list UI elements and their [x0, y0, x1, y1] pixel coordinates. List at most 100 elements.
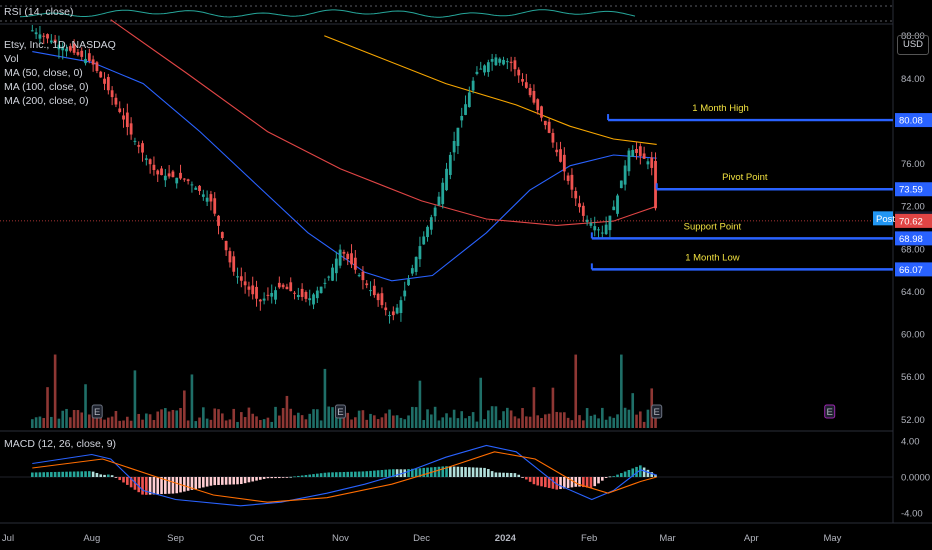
level-badge: [895, 113, 932, 128]
candle-body: [388, 315, 391, 317]
macd-histogram-bar: [540, 477, 543, 487]
earnings-marker-label: E: [654, 407, 660, 418]
volume-bar: [578, 415, 581, 428]
volume-bar: [285, 395, 289, 428]
volume-bar: [335, 409, 338, 428]
candle-body: [179, 172, 182, 179]
time-tick-label: Oct: [249, 533, 264, 544]
macd-histogram-bar: [547, 477, 551, 488]
candle-body: [334, 258, 338, 274]
macd-histogram-bar: [502, 472, 505, 477]
volume-bar: [395, 415, 399, 428]
volume-bar: [338, 416, 342, 428]
macd-tick-label: -4.00: [901, 509, 923, 520]
currency-button[interactable]: USD: [897, 35, 929, 55]
earnings-marker[interactable]: [651, 404, 663, 419]
candle-body: [361, 271, 365, 281]
candle-body: [376, 293, 380, 301]
volume-bar: [532, 387, 536, 428]
candle-body: [650, 157, 654, 168]
level-badge-text: 68.98: [899, 234, 923, 245]
last-price-badge: [895, 213, 932, 228]
volume-bar: [266, 417, 270, 428]
candle-body: [395, 307, 399, 314]
macd-histogram-bar: [483, 467, 486, 477]
volume-bar: [627, 409, 631, 428]
macd-histogram-bar: [471, 467, 475, 477]
candle-body: [619, 180, 623, 189]
macd-histogram-bar: [350, 471, 353, 477]
volume-bar: [388, 409, 391, 428]
volume-bar: [297, 412, 300, 428]
volume-bar: [171, 409, 175, 428]
volume-bar: [99, 418, 103, 428]
volume-bar: [517, 418, 521, 428]
macd-histogram-bar: [46, 472, 49, 477]
candle-body: [236, 276, 239, 278]
macd-histogram-bar: [395, 469, 399, 477]
earnings-marker[interactable]: [334, 404, 346, 419]
volume-bar: [346, 412, 350, 428]
volume-bar: [536, 415, 540, 428]
time-tick-label: Feb: [581, 533, 597, 544]
candle-body: [319, 286, 323, 294]
macd-histogram-bar: [544, 477, 547, 488]
volume-bar: [304, 419, 308, 428]
macd-histogram-bar: [160, 477, 163, 495]
macd-histogram-bar: [103, 474, 106, 477]
candle-body: [243, 281, 247, 286]
macd-histogram-bar: [418, 468, 422, 477]
volume-bar: [61, 410, 65, 428]
candle-body: [403, 290, 407, 297]
candle-body: [524, 82, 528, 88]
volume-bar: [107, 417, 110, 428]
volume-bar: [604, 419, 608, 428]
candle-body: [125, 112, 129, 128]
volume-bar: [639, 411, 642, 428]
candle-body: [410, 268, 414, 274]
volume-bar: [509, 410, 513, 428]
candle-body: [479, 68, 483, 70]
earnings-marker[interactable]: [824, 404, 836, 419]
candle-body: [148, 159, 152, 165]
macd-histogram-bar: [585, 477, 589, 488]
macd-histogram-bar: [319, 473, 323, 477]
volume-bar: [342, 416, 346, 428]
volume-bar: [72, 409, 76, 428]
earnings-marker-label: E: [94, 407, 100, 418]
candle-body: [217, 215, 220, 226]
volume-bar: [502, 411, 505, 428]
candle-body: [353, 257, 357, 270]
macd-histogram-bar: [312, 474, 315, 477]
earnings-marker-label: E: [337, 407, 343, 418]
candle-body: [262, 298, 266, 301]
macd-histogram-bar: [213, 477, 217, 486]
macd-histogram-bar: [183, 477, 186, 492]
macd-histogram-bar: [517, 474, 521, 477]
earnings-marker-label: E: [827, 407, 833, 418]
candle-body: [186, 179, 190, 182]
macd-histogram-bar: [209, 477, 213, 486]
volume-bar: [407, 415, 410, 428]
earnings-marker[interactable]: [91, 404, 103, 419]
candle-body: [270, 292, 274, 297]
macd-histogram-bar: [388, 469, 391, 477]
macd-histogram-bar: [202, 477, 205, 488]
candle-body: [513, 60, 517, 70]
macd-histogram-bar: [122, 477, 125, 483]
macd-histogram-bar: [376, 470, 380, 477]
candle-body: [338, 249, 342, 266]
volume-bar: [88, 414, 91, 428]
macd-histogram-bar: [80, 471, 84, 477]
volume-bar: [593, 414, 597, 428]
macd-histogram-bar: [171, 477, 175, 494]
volume-bar: [635, 414, 638, 428]
volume-bar: [563, 412, 566, 428]
candle-body: [365, 283, 369, 286]
candle-body: [76, 52, 80, 55]
volume-bar: [422, 420, 426, 428]
volume-bar: [319, 420, 323, 428]
candle-body: [258, 299, 262, 302]
volume-bar: [167, 411, 171, 428]
